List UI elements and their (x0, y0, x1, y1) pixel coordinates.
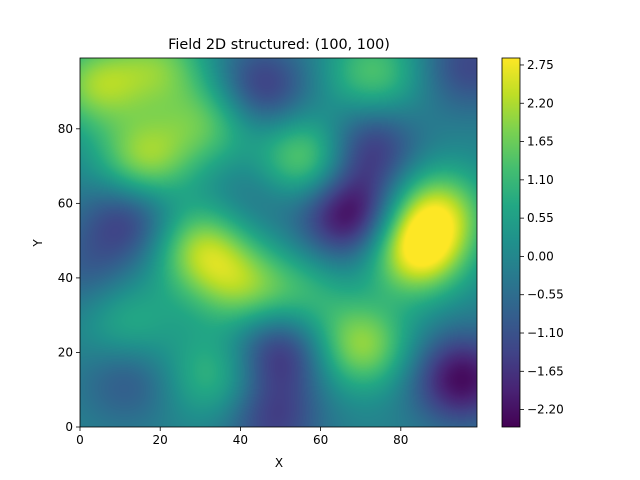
colorbar-tick-label: −0.55 (527, 288, 564, 302)
colorbar-axis: 2.75 2.20 1.65 1.10 0.55 0.00 −0.55 −1.10 −1.65 −… (520, 58, 564, 417)
colorbar-tick-label: −1.65 (527, 364, 564, 378)
x-tick-label: 80 (393, 433, 408, 447)
chart-title: Field 2D structured: (100, 100) (168, 37, 390, 53)
y-tick-label: 40 (58, 271, 73, 285)
x-tick-label: 20 (153, 433, 168, 447)
y-axis-label: Y (31, 239, 45, 248)
colorbar-tick-label: 1.65 (527, 135, 554, 149)
x-axis: 0 20 40 60 80 (76, 427, 408, 447)
colorbar-tick-label: 0.00 (527, 249, 554, 263)
y-tick-label: 60 (58, 196, 73, 210)
y-tick-label: 80 (58, 122, 73, 136)
colorbar-tick-label: −1.10 (527, 326, 564, 340)
colorbar (501, 57, 521, 428)
y-tick-label: 20 (58, 345, 73, 359)
x-tick-label: 40 (233, 433, 248, 447)
x-tick-label: 0 (76, 433, 84, 447)
y-axis: 0 20 40 60 80 (58, 122, 80, 434)
colorbar-tick-label: 2.75 (527, 58, 554, 72)
colorbar-tick-label: 1.10 (527, 173, 554, 187)
colorbar-tick-label: 2.20 (527, 96, 554, 110)
x-tick-label: 60 (313, 433, 328, 447)
heatmap-canvas-wrapper (80, 58, 477, 427)
colorbar-tick-label: 0.55 (527, 211, 554, 225)
heatmap-canvas (80, 58, 477, 427)
x-axis-label: X (275, 456, 283, 470)
plot-frame (79, 57, 478, 428)
colorbar-tick-label: −2.20 (527, 403, 564, 417)
y-tick-label: 0 (65, 420, 73, 434)
